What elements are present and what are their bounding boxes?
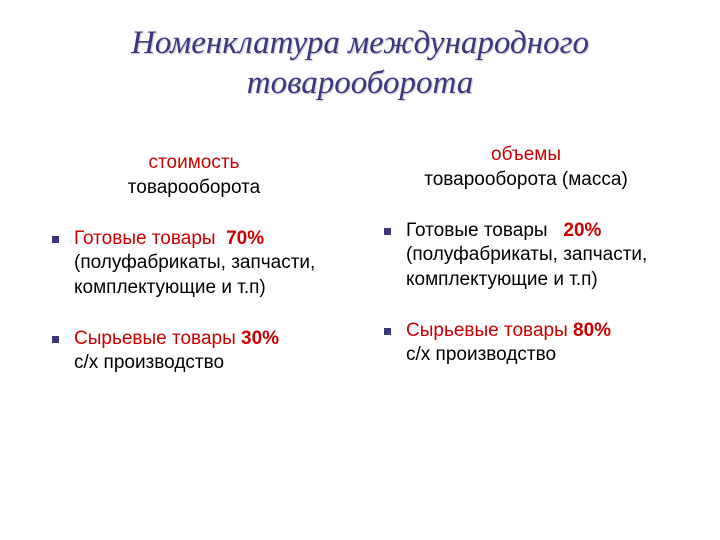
item-detail: с/х производство bbox=[74, 352, 224, 373]
item-label: Сырьевые товары bbox=[406, 320, 568, 341]
header-accent: объемы bbox=[491, 144, 561, 165]
header-rest: товарооборота (масса) bbox=[424, 169, 628, 190]
list-item: Сырьевые товары 30% с/х производство bbox=[48, 327, 348, 376]
item-detail: с/х производство bbox=[406, 344, 556, 365]
slide-title: Номенклатура международного товарооборот… bbox=[40, 24, 680, 103]
column-cost: стоимость товарооборота Готовые товары 7… bbox=[40, 143, 348, 402]
slide: Номенклатура международного товарооборот… bbox=[0, 0, 720, 540]
item-percent: 70% bbox=[226, 228, 264, 249]
column-volume-header: объемы товарооборота (масса) bbox=[372, 143, 680, 192]
column-volume: объемы товарооборота (масса) Готовые тов… bbox=[372, 143, 680, 402]
column-volume-list: Готовые товары 20% (полуфабрикаты, запча… bbox=[372, 219, 680, 368]
list-item: Готовые товары 20% (полуфабрикаты, запча… bbox=[380, 219, 680, 293]
item-detail: (полуфабрикаты, запчасти, комплектующие … bbox=[74, 252, 315, 298]
list-item: Сырьевые товары 80% с/х производство bbox=[380, 319, 680, 368]
item-label: Сырьевые товары bbox=[74, 328, 236, 349]
column-cost-list: Готовые товары 70% (полуфабрикаты, запча… bbox=[40, 227, 348, 376]
list-item: Готовые товары 70% (полуфабрикаты, запча… bbox=[48, 227, 348, 301]
item-percent: 20% bbox=[563, 220, 601, 241]
item-percent: 30% bbox=[241, 328, 279, 349]
item-label: Готовые товары bbox=[74, 228, 216, 249]
header-accent: стоимость bbox=[149, 152, 240, 173]
header-rest: товарооборота bbox=[128, 177, 260, 198]
item-percent: 80% bbox=[573, 320, 611, 341]
item-detail: (полуфабрикаты, запчасти, комплектующие … bbox=[406, 244, 647, 290]
column-cost-header: стоимость товарооборота bbox=[40, 143, 348, 200]
columns: стоимость товарооборота Готовые товары 7… bbox=[40, 143, 680, 402]
item-label: Готовые товары bbox=[406, 220, 548, 241]
